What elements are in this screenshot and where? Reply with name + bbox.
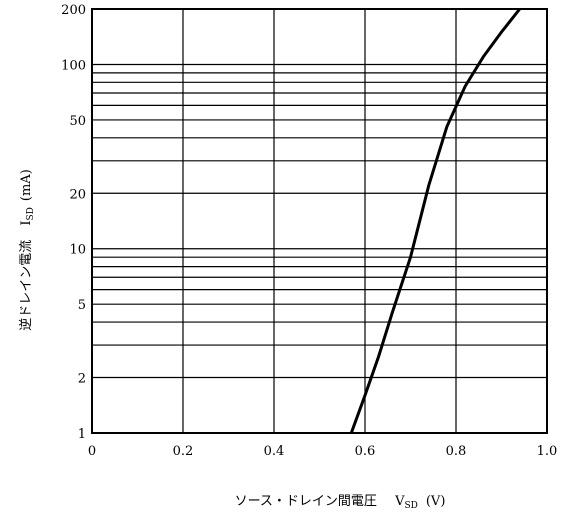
x-axis-label: ソース・ドレイン間電圧 VSD (V) [235,494,446,511]
y-tick-label: 50 [69,114,86,129]
x-tick-label: 0.8 [446,444,467,459]
plot-frame [91,8,548,434]
x-tick-label: 0 [88,444,96,459]
y-tick-label: 100 [61,58,86,73]
y-axis-subscript: SD [26,207,36,220]
x-tick-label: 1.0 [537,444,558,459]
y-tick-label: 2 [78,372,86,387]
x-tick-label: 0.6 [355,444,376,459]
y-axis-unit: (mA) [19,169,34,201]
tick-labels: 1 2 5 10 20 50 100 200 0 0.2 0.4 0.6 0.8 1.0 [61,3,557,459]
y-tick-label: 1 [78,427,86,442]
x-axis-unit: (V) [426,494,446,509]
y-tick-label: 20 [69,187,86,202]
y-tick-label: 10 [69,243,86,258]
x-axis-symbol: V [394,494,405,509]
y-axis-title: 逆ドレイン電流 [18,240,34,331]
grid [91,8,548,434]
y-axis-label: 逆ドレイン電流 ISD (mA) [18,169,36,331]
svg-text:ソース・ドレイン間電圧 VSD(V): ソース・ドレイン間電圧 VSD (V) [235,494,446,511]
series-curve [349,8,521,434]
y-tick-label: 5 [78,298,86,313]
y-tick-label: 200 [61,3,86,18]
svg-text:逆ドレイン電流 ISD(mA): 逆ドレイン電流 ISD (mA) [18,169,36,331]
x-tick-label: 0.2 [173,444,194,459]
x-tick-label: 0.4 [264,444,285,459]
y-axis-symbol: I [19,220,34,225]
x-axis-subscript: SD [404,501,417,511]
x-axis-title: ソース・ドレイン間電圧 [235,494,377,509]
